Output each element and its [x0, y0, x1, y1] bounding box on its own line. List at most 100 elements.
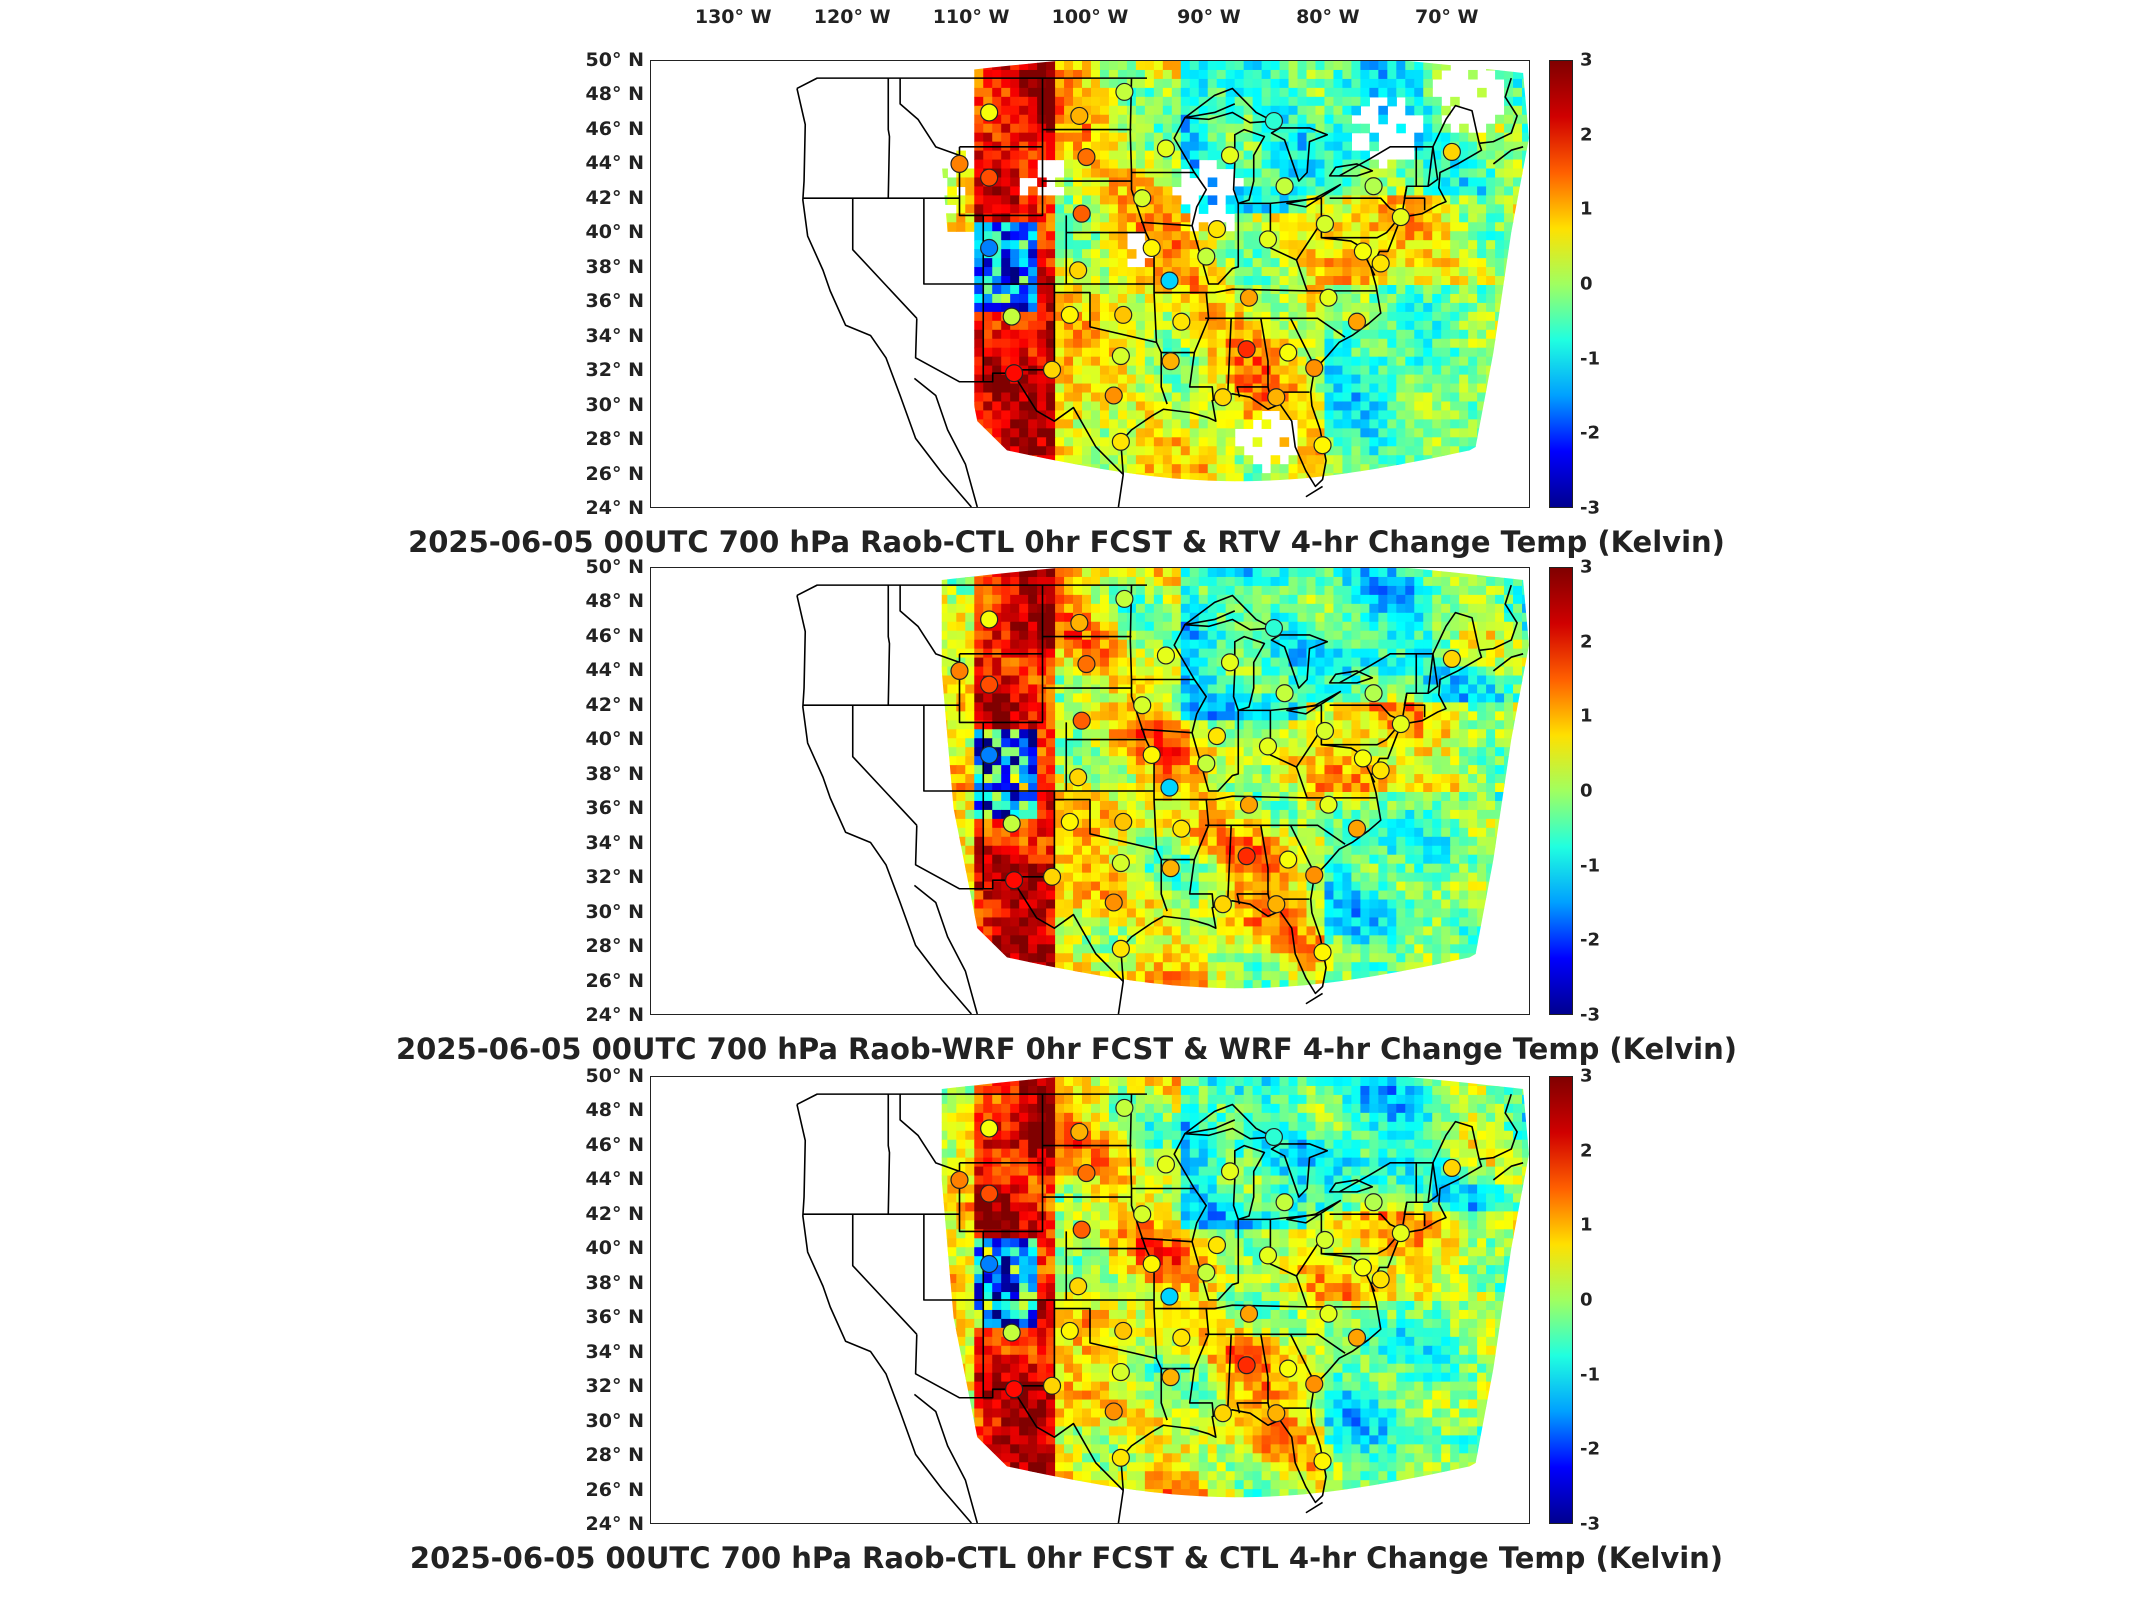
latitude-tick-label: 34° N: [585, 831, 644, 854]
raob-station-marker: [1111, 1448, 1130, 1467]
raob-station-marker: [1156, 139, 1176, 158]
longitude-tick-label: 90° W: [1177, 6, 1241, 28]
latitude-tick-label: 40° N: [585, 728, 644, 751]
latitude-tick-label: 42° N: [585, 693, 644, 716]
raob-station-marker: [1213, 388, 1232, 407]
raob-station-marker: [1070, 106, 1089, 125]
colorbar-tick-label: 3: [1580, 556, 1593, 578]
raob-station-marker: [1237, 340, 1256, 359]
panel-title: 2025-06-05 00UTC 700 hPa Raob-WRF 0hr FC…: [395, 1032, 1737, 1066]
raob-station-marker: [1207, 1236, 1227, 1255]
latitude-tick-label: 24° N: [585, 1513, 644, 1535]
raob-station-marker: [980, 238, 999, 258]
colorbar-tick-label: -2: [1580, 422, 1600, 444]
raob-station-marker: [1197, 247, 1216, 266]
raob-station-marker: [1267, 895, 1286, 914]
colorbar-ticks: 3 2 1 0 -1 -2 -3: [1580, 557, 1630, 1027]
raob-station-marker: [1111, 853, 1130, 873]
raob-station-marker: [1042, 1376, 1062, 1395]
raob-station-marker: [1114, 1321, 1133, 1340]
raob-station-marker: [1279, 850, 1298, 869]
raob-station-marker: [1069, 1277, 1088, 1296]
raob-station-marker: [1172, 312, 1191, 331]
latitude-tick-label: 30° N: [585, 900, 644, 923]
great-lake-outline: [1270, 127, 1329, 182]
colorbar-ticks: 3 2 1 0 -1 -2 -3: [1580, 50, 1630, 520]
raob-station-marker: [1133, 696, 1152, 715]
state-boundaries: [796, 1093, 1524, 1523]
latitude-tick-label: 36° N: [585, 1306, 644, 1329]
great-lake-outline: [1328, 670, 1374, 684]
latitude-axis: 50° N 48° N 46° N 44° N 42° N 40° N 38° N 36° N…: [570, 556, 644, 1037]
raob-station-marker: [980, 675, 999, 694]
raob-station-marker: [1069, 768, 1088, 787]
raob-station-marker: [1104, 386, 1123, 405]
raob-station-marker: [1319, 1304, 1338, 1323]
raob-station-marker: [1220, 146, 1240, 165]
map-panel-rtv: 50° N 48° N 46° N 44° N 42° N 40° N 38° N 36° N…: [0, 49, 2133, 560]
raob-station-marker: [980, 103, 999, 122]
colorbar: [1549, 60, 1573, 508]
latitude-tick-label: 26° N: [585, 1478, 644, 1501]
latitude-tick-label: 28° N: [585, 935, 644, 958]
raob-station-marker: [980, 610, 999, 629]
raob-station-marker: [1160, 778, 1179, 797]
raob-station-marker: [1220, 653, 1240, 672]
raob-station-marker: [1077, 1164, 1096, 1183]
colorbar-tick-label: 0: [1580, 273, 1593, 295]
raob-station-marker: [1004, 364, 1024, 383]
raob-station-marker: [1364, 1193, 1383, 1212]
raob-station-marker: [1220, 1162, 1240, 1181]
great-lake-outline: [1286, 1199, 1342, 1224]
raob-station-marker: [1004, 871, 1024, 890]
colorbar-tick-label: 0: [1580, 1289, 1593, 1311]
raob-station-marker: [950, 661, 969, 680]
raob-station-marker: [1275, 177, 1294, 196]
raob-station-marker: [1353, 1258, 1372, 1277]
colorbar-tick-label: -2: [1580, 1438, 1600, 1460]
raob-station-marker: [1111, 1362, 1130, 1382]
latitude-tick-label: 28° N: [585, 428, 644, 451]
raob-station-marker: [1104, 1402, 1123, 1421]
latitude-tick-label: 46° N: [585, 1133, 644, 1156]
latitude-tick-label: 46° N: [585, 624, 644, 647]
raob-station-marker: [1442, 1158, 1461, 1177]
temperature-change-map: [650, 60, 1530, 508]
raob-station-marker: [1115, 589, 1134, 608]
raob-station-marker: [1004, 1380, 1024, 1399]
colorbar-tick-label: -3: [1580, 1004, 1600, 1026]
raob-station-marker: [1315, 721, 1335, 741]
longitude-tick-label: 70° W: [1414, 6, 1479, 28]
colorbar-tick-label: 2: [1580, 1140, 1593, 1162]
raob-station-marker: [1156, 1155, 1176, 1174]
raob-station-marker: [1364, 177, 1383, 196]
raob-station-marker: [1115, 82, 1134, 101]
longitude-axis: 130° W 120° W 110° W 100° W 90° W 80° W 70° W: [0, 0, 2133, 50]
raob-station-marker: [1391, 1224, 1410, 1243]
latitude-tick-label: 32° N: [585, 1375, 644, 1398]
raob-station-marker: [950, 1170, 969, 1189]
raob-stations: [950, 589, 1461, 962]
raob-station-marker: [1002, 1323, 1021, 1342]
colorbar-tick-label: 1: [1580, 1214, 1593, 1236]
latitude-tick-label: 26° N: [585, 969, 644, 992]
raob-station-marker: [1077, 655, 1096, 674]
colorbar-tick-label: -1: [1580, 855, 1600, 877]
latitude-tick-label: 28° N: [585, 1444, 644, 1467]
raob-station-marker: [1142, 745, 1161, 765]
latitude-tick-label: 44° N: [585, 152, 644, 175]
longitude-tick-label: 110° W: [932, 6, 1010, 28]
raob-station-marker: [1142, 238, 1161, 258]
raob-station-marker: [1264, 111, 1283, 131]
panel-title: 2025-06-05 00UTC 700 hPa Raob-CTL 0hr FC…: [409, 1541, 1724, 1575]
raob-station-marker: [1371, 761, 1390, 780]
raob-station-marker: [1347, 312, 1367, 331]
raob-station-marker: [950, 154, 969, 173]
latitude-tick-label: 24° N: [585, 1004, 644, 1026]
colorbar-tick-label: 2: [1580, 631, 1593, 653]
raob-station-marker: [1315, 1230, 1335, 1250]
latitude-axis: 50° N 48° N 46° N 44° N 42° N 40° N 38° N 36° N…: [570, 1065, 644, 1546]
raob-station-marker: [1275, 1193, 1294, 1212]
state-boundaries: [796, 584, 1524, 1014]
raob-station-marker: [1442, 649, 1461, 668]
